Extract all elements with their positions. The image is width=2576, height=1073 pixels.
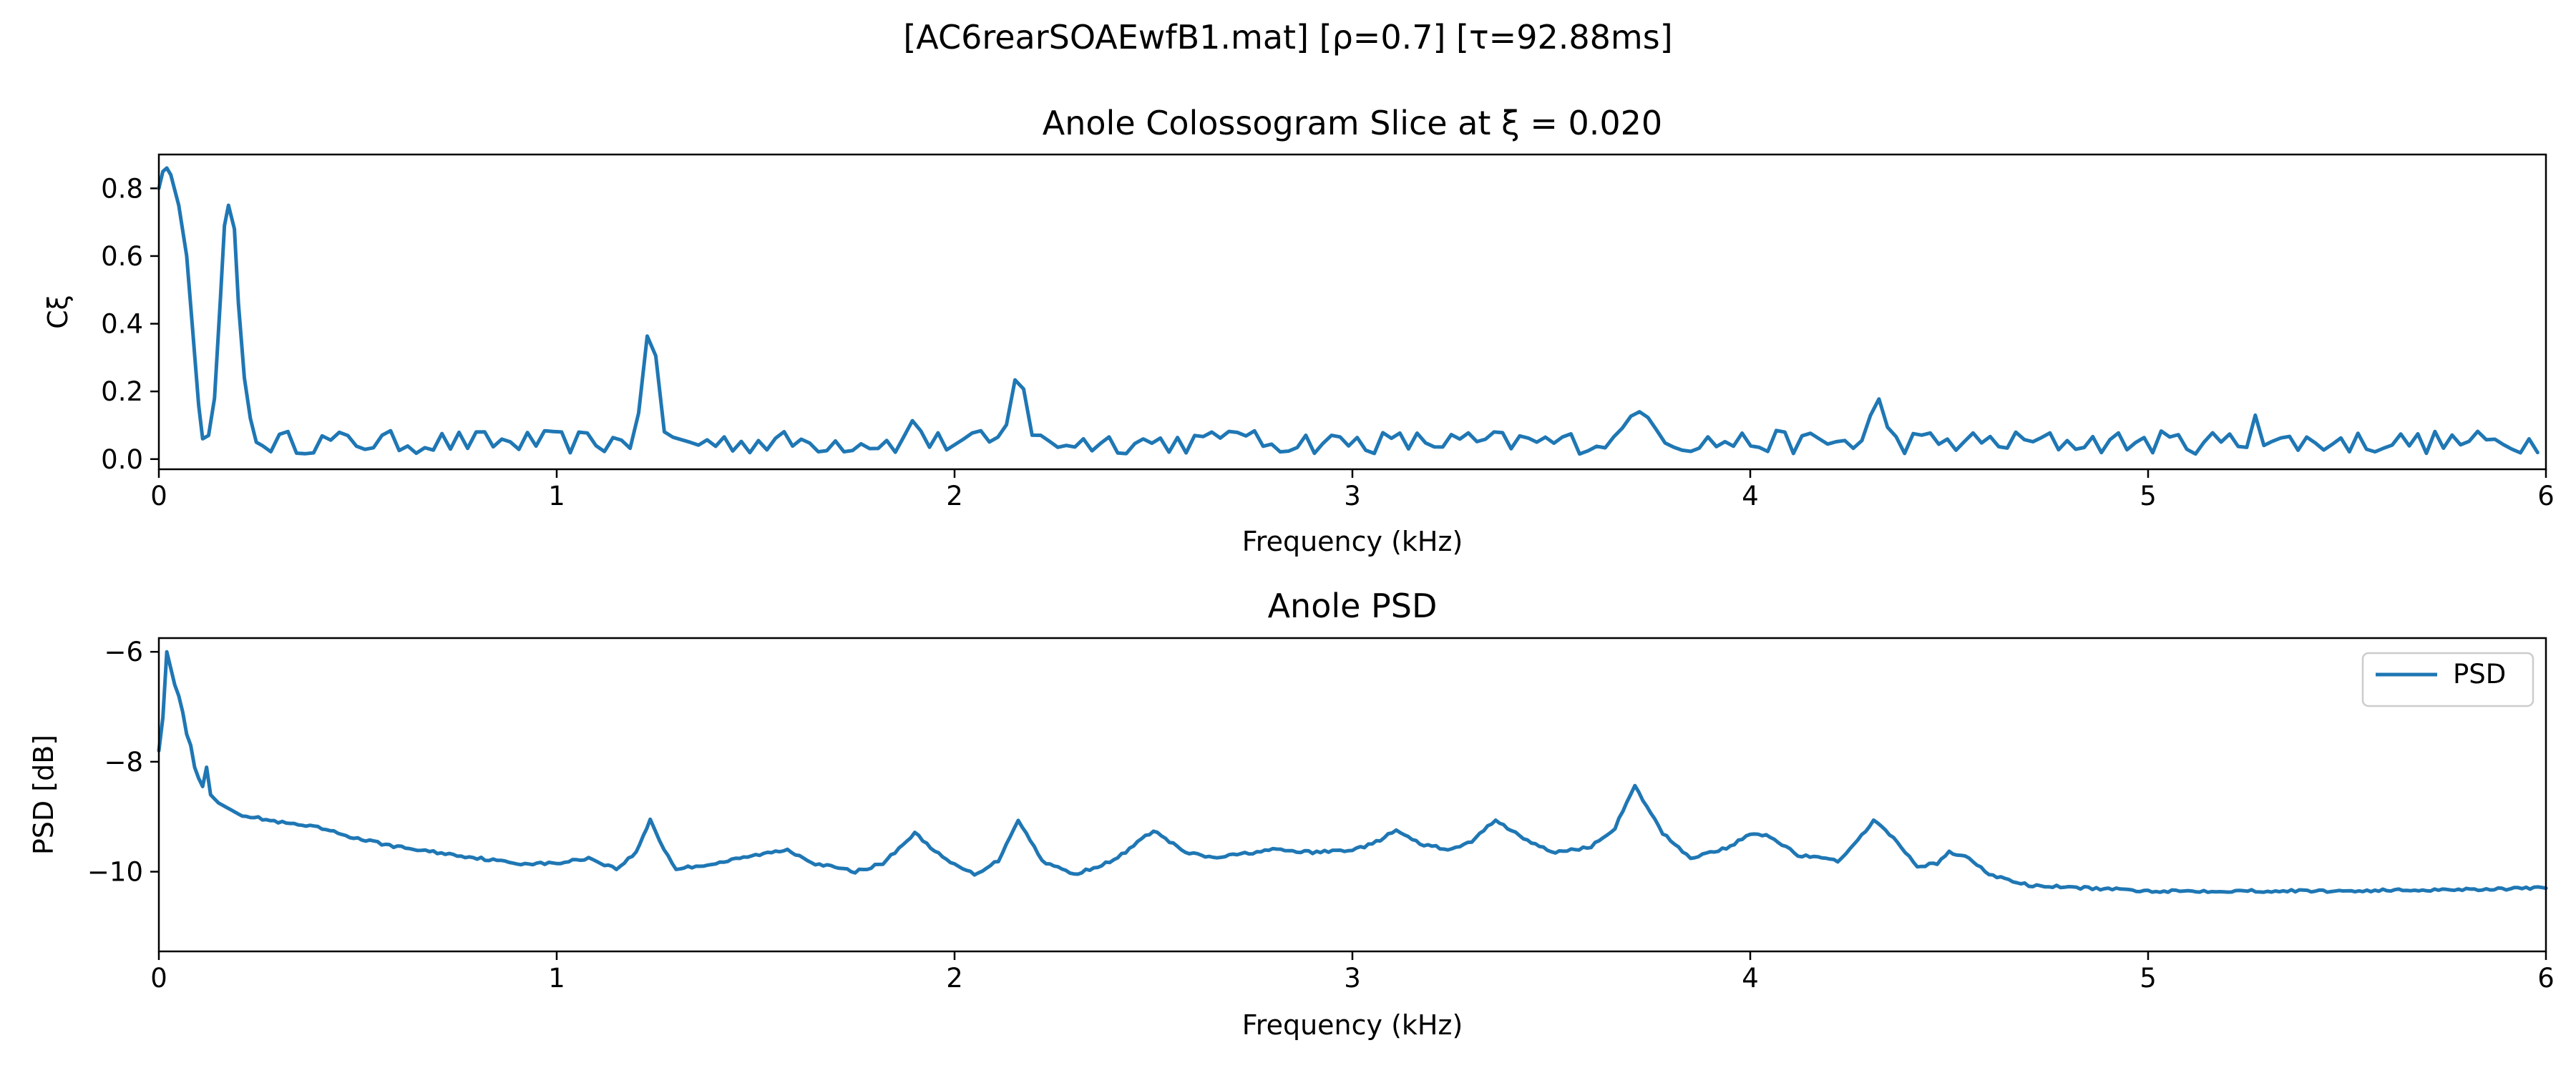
colossogram-ytick-label: 0.0 (101, 444, 143, 475)
colossogram-xlabel: Frequency (kHz) (1242, 526, 1463, 557)
colossogram-title: Anole Colossogram Slice at ξ = 0.020 (1043, 104, 1662, 142)
colossogram-xtick-label: 1 (548, 481, 565, 511)
psd-title: Anole PSD (1268, 587, 1438, 625)
psd-xtick-label: 3 (1344, 963, 1361, 994)
psd-axes-frame (157, 637, 2547, 953)
colossogram-axes-frame (157, 153, 2547, 471)
colossogram-xtick-label: 3 (1344, 481, 1361, 511)
psd-panel: Anole PSD 0 1 2 3 4 5 6 −10 −8 −6 Frequency (kHz)… (28, 587, 2555, 1041)
psd-xlabel: Frequency (kHz) (1242, 1009, 1463, 1041)
colossogram-xtick-label: 2 (946, 481, 963, 511)
colossogram-xtick-label: 5 (2140, 481, 2157, 511)
psd-ytick-label: −8 (104, 747, 143, 778)
psd-xtick-label: 4 (1742, 963, 1759, 994)
colossogram-ylabel: Cξ (42, 295, 74, 329)
psd-ytick-label: −10 (87, 857, 143, 888)
colossogram-ytick-label: 0.8 (101, 173, 143, 204)
colossogram-ytick-label: 0.2 (101, 376, 143, 407)
colossogram-xtick-label: 0 (150, 481, 167, 511)
colossogram-ytick-label: 0.4 (101, 309, 143, 340)
colossogram-panel: Anole Colossogram Slice at ξ = 0.020 0 1 2… (42, 104, 2555, 557)
psd-legend-label: PSD (2453, 659, 2506, 690)
figure-suptitle: [AC6rearSOAEwfB1.mat] [ρ=0.7] [τ=92.88ms… (903, 18, 1672, 57)
psd-ytick-label: −6 (104, 637, 143, 667)
psd-xtick-label: 2 (946, 963, 963, 994)
psd-series-line (157, 650, 2548, 894)
psd-legend-box (2361, 652, 2534, 707)
colossogram-ticks: 0 1 2 3 4 5 6 0.0 0.2 0.4 0.6 0.8 (101, 173, 2555, 511)
colossogram-line (157, 166, 2540, 456)
psd-legend: PSD (2361, 652, 2534, 707)
psd-ylabel: PSD [dB] (28, 735, 59, 855)
psd-xtick-label: 1 (548, 963, 565, 994)
psd-xtick-label: 0 (150, 963, 167, 994)
psd-xtick-label: 5 (2140, 963, 2157, 994)
psd-xtick-label: 6 (2537, 963, 2555, 994)
colossogram-ytick-label: 0.6 (101, 241, 143, 272)
colossogram-xtick-label: 4 (1742, 481, 1759, 511)
colossogram-xtick-label: 6 (2537, 481, 2555, 511)
psd-ticks: 0 1 2 3 4 5 6 −10 −8 −6 (87, 637, 2555, 994)
